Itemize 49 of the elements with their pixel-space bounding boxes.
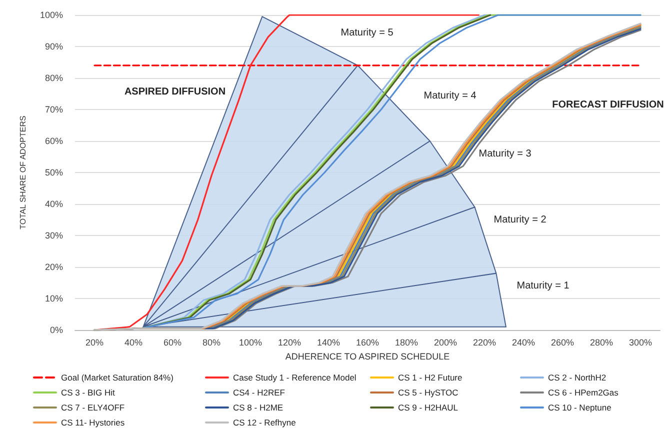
x-axis-title: ADHERENCE TO ASPIRED SCHEDULE [285, 352, 450, 362]
x-tick-label: 60% [163, 338, 182, 348]
legend-label: CS4 - H2REF [233, 388, 285, 398]
legend-label: CS 5 - HySTOC [398, 388, 458, 398]
y-tick-label: 10% [44, 294, 63, 304]
x-tick-label: 200% [434, 338, 458, 348]
y-tick-label: 80% [44, 73, 63, 83]
annotation: FORECAST DIFFUSION [552, 100, 664, 110]
legend-label: CS 1 - H2 Future [398, 372, 463, 382]
x-tick-label: 100% [238, 338, 262, 348]
legend-label: CS 12 - Refhyne [233, 418, 296, 428]
x-tick-label: 240% [512, 338, 536, 348]
x-tick-label: 140% [316, 338, 340, 348]
x-tick-label: 220% [472, 338, 496, 348]
annotation: Maturity = 1 [516, 280, 570, 292]
legend-label: CS 11- Hystories [61, 418, 125, 428]
y-tick-label: 40% [44, 199, 63, 209]
legend-label: CS 9 - H2HAUL [398, 402, 458, 412]
y-tick-label: 100% [40, 10, 63, 20]
annotation: Maturity = 5 [340, 28, 394, 38]
legend-label: CS 3 - BIG Hit [61, 388, 116, 398]
y-tick-label: 20% [44, 262, 63, 272]
legend-label: Case Study 1 - Reference Model [233, 372, 356, 382]
x-tick-label: 120% [278, 338, 302, 348]
x-tick-label: 280% [590, 338, 614, 348]
legend-label: CS 7 - ELY4OFF [61, 402, 125, 412]
legend-label: CS 2 - NorthH2 [548, 372, 606, 382]
x-tick-label: 160% [356, 338, 380, 348]
legend-label: CS 6 - HPem2Gas [548, 388, 618, 398]
legend-label: CS 8 - H2ME [233, 402, 284, 412]
x-tick-label: 40% [124, 338, 143, 348]
y-tick-label: 60% [44, 136, 63, 146]
y-tick-label: 0% [50, 325, 63, 335]
annotation: ASPIRED DIFFUSION [124, 86, 226, 98]
legend-label: CS 10 - Neptune [548, 402, 612, 412]
annotation: Maturity = 4 [424, 90, 477, 102]
y-tick-label: 70% [44, 104, 63, 114]
x-tick-label: 300% [628, 338, 652, 348]
annotation: Maturity = 3 [478, 148, 532, 160]
x-tick-label: 180% [394, 338, 418, 348]
y-tick-label: 90% [44, 42, 63, 52]
x-tick-label: 260% [550, 338, 574, 348]
annotation: Maturity = 2 [494, 214, 547, 226]
y-tick-label: 30% [44, 230, 63, 240]
legend-label: Goal (Market Saturation 84%) [61, 372, 174, 382]
y-axis-title: TOTAL SHARE OF ADOPTERS [18, 116, 28, 230]
y-tick-label: 50% [44, 168, 63, 178]
x-tick-label: 20% [85, 338, 104, 348]
x-tick-label: 80% [202, 338, 221, 348]
